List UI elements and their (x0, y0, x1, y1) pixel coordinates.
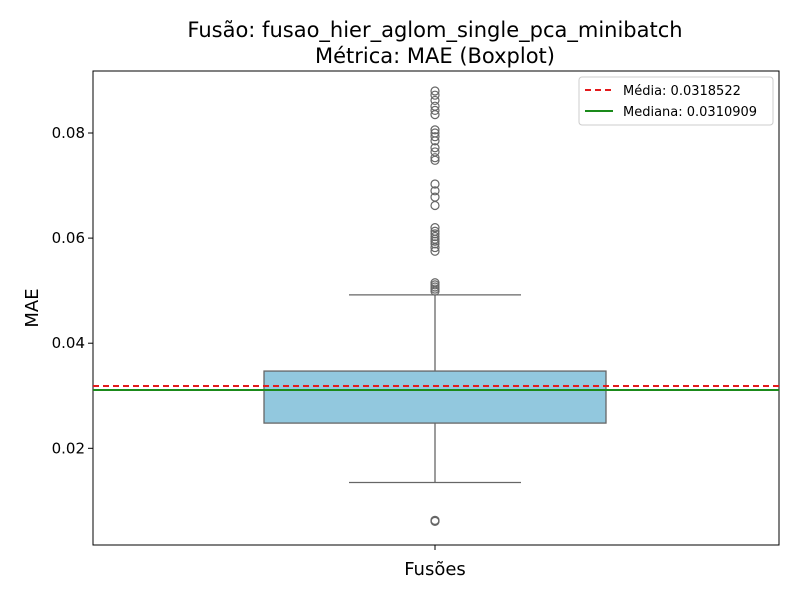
outlier-point (430, 105, 440, 116)
outlier-point (430, 186, 440, 196)
plot-area (92, 70, 780, 546)
outlier-point (430, 516, 440, 526)
outlier-point (430, 128, 440, 138)
outlier-point (430, 125, 440, 135)
outlier-point (430, 226, 440, 236)
legend-median-label: Mediana: 0.0310909 (623, 105, 757, 120)
y-tick-label: 0.04 (52, 334, 85, 352)
chart-title-line2: Métrica: MAE (Boxplot) (315, 44, 555, 68)
chart-title-line1: Fusão: fusao_hier_aglom_single_pca_minib… (187, 18, 682, 43)
outlier-point (430, 192, 440, 202)
x-axis-label: Fusões (404, 559, 466, 580)
y-axis-label: MAE (22, 288, 43, 327)
outlier-point (430, 143, 440, 153)
outlier-point (430, 239, 440, 249)
outlier-point (430, 101, 440, 111)
legend-mean-label: Média: 0.0318522 (623, 84, 741, 99)
legend-box (578, 76, 774, 126)
outlier-point (430, 95, 440, 106)
legend: Média: 0.0318522 Mediana: 0.0310909 (578, 76, 774, 126)
y-tick-label: 0.08 (52, 124, 85, 142)
outlier-point (430, 179, 440, 189)
outlier-point (430, 86, 440, 96)
outlier-point (430, 222, 440, 233)
y-tick-label: 0.02 (52, 439, 85, 457)
outlier-point (430, 153, 440, 163)
outlier-point (430, 90, 440, 100)
iqr-box (263, 370, 607, 424)
outlier-point (430, 229, 440, 239)
outlier-point (430, 132, 440, 142)
outlier-point (430, 147, 440, 157)
outlier-point (430, 246, 440, 256)
outlier-point (430, 231, 440, 242)
y-tick-label: 0.06 (52, 229, 85, 247)
outlier-point (430, 286, 440, 296)
